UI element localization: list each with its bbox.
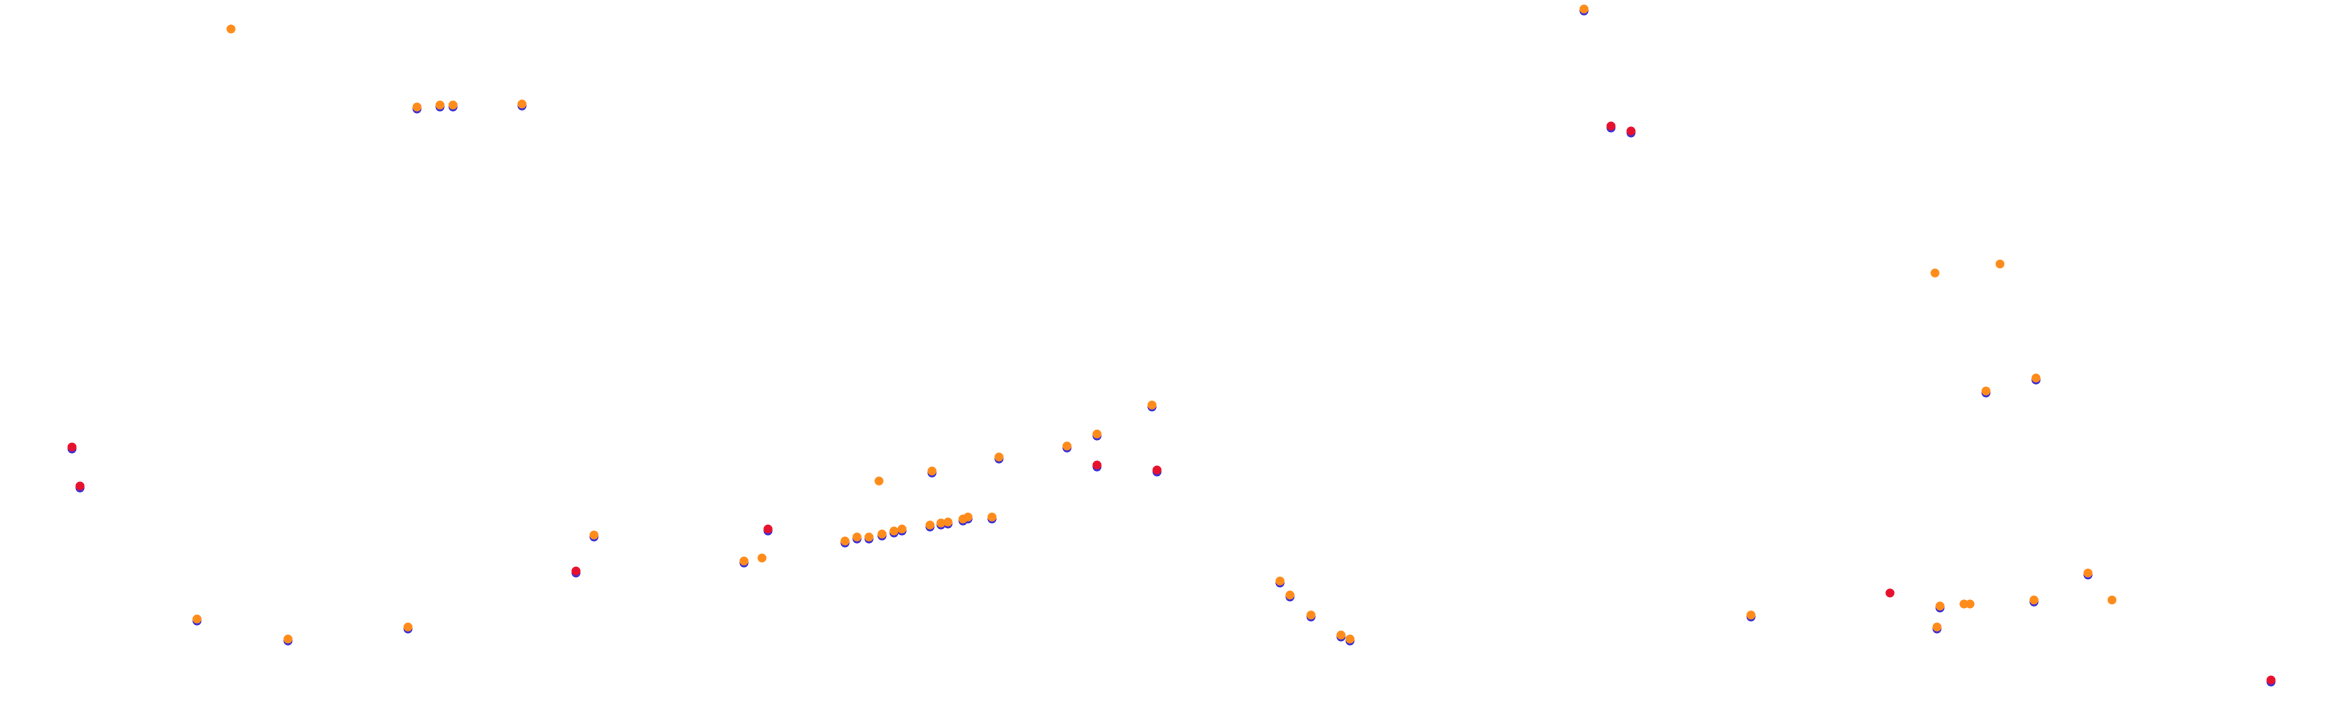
point (1092, 429, 1102, 439)
point (1746, 610, 1756, 620)
point (1152, 465, 1162, 475)
point (571, 566, 581, 576)
point (1995, 259, 2005, 269)
point (75, 481, 85, 491)
point (1965, 599, 1975, 609)
point (2266, 675, 2276, 685)
point (1981, 386, 1991, 396)
point (936, 518, 946, 528)
point (192, 614, 202, 624)
point (2029, 595, 2039, 605)
point (994, 452, 1004, 462)
point (403, 622, 413, 632)
point (2083, 568, 2093, 578)
point (874, 476, 884, 486)
point (1092, 460, 1102, 470)
point (1626, 126, 1636, 136)
point (757, 553, 767, 563)
point (1336, 630, 1346, 640)
point (1345, 634, 1355, 644)
point (67, 442, 77, 452)
point (448, 100, 458, 110)
point (226, 24, 236, 34)
point (1579, 4, 1589, 14)
point (864, 532, 874, 542)
point (1935, 601, 1945, 611)
point (987, 512, 997, 522)
point (1285, 590, 1295, 600)
point (1885, 588, 1895, 598)
point (412, 102, 422, 112)
point (763, 524, 773, 534)
point (1062, 441, 1072, 451)
point (435, 100, 445, 110)
point (2107, 595, 2117, 605)
point (1932, 622, 1942, 632)
point (943, 517, 953, 527)
point (739, 556, 749, 566)
point (877, 529, 887, 539)
point (1275, 576, 1285, 586)
point (589, 530, 599, 540)
point (1306, 610, 1316, 620)
point (1606, 121, 1616, 131)
point (852, 532, 862, 542)
point (925, 520, 935, 530)
point (517, 99, 527, 109)
point (283, 634, 293, 644)
point (840, 536, 850, 546)
point (2031, 373, 2041, 383)
point (889, 526, 899, 536)
point (1147, 400, 1157, 410)
point (927, 466, 937, 476)
point (1930, 268, 1940, 278)
point (897, 524, 907, 534)
point (963, 512, 973, 522)
